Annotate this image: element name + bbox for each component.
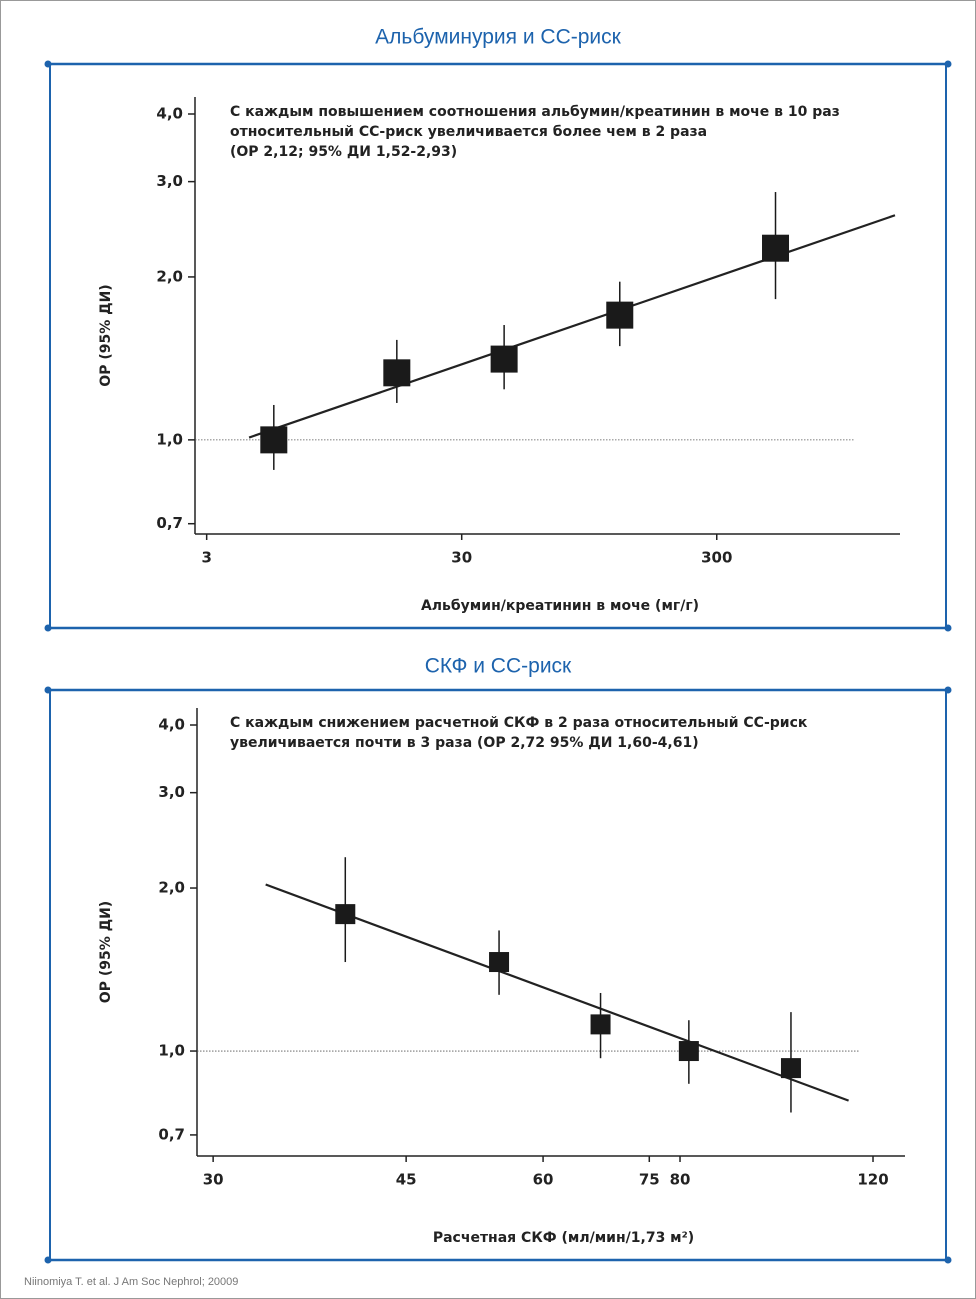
point-box bbox=[491, 346, 518, 373]
point-box bbox=[591, 1014, 611, 1034]
y-tick-label: 1,0 bbox=[158, 1042, 185, 1060]
y-tick-label: 3,0 bbox=[156, 172, 183, 190]
x-tick-label: 300 bbox=[701, 549, 732, 567]
x-tick-label: 120 bbox=[857, 1171, 888, 1189]
y-tick-label: 0,7 bbox=[158, 1125, 185, 1143]
y-tick-label: 2,0 bbox=[156, 267, 183, 285]
annotation: увеличивается почти в 3 раза (ОР 2,72 95… bbox=[230, 735, 699, 751]
frame-corner bbox=[45, 1257, 52, 1264]
annotation: С каждым повышением соотношения альбумин… bbox=[230, 104, 840, 120]
x-tick-label: 45 bbox=[396, 1171, 417, 1189]
frame-corner bbox=[45, 61, 52, 68]
x-axis-label: Альбумин/креатинин в моче (мг/г) bbox=[421, 598, 699, 614]
frame-corner bbox=[45, 625, 52, 632]
point-box bbox=[260, 426, 287, 453]
point-box bbox=[335, 904, 355, 924]
y-tick-label: 4,0 bbox=[158, 716, 185, 734]
y-axis-label: ОР (95% ДИ) bbox=[98, 284, 114, 386]
point-box bbox=[606, 302, 633, 329]
x-tick-label: 75 bbox=[639, 1171, 660, 1189]
annotation: относительный СС-риск увеличивается боле… bbox=[230, 124, 707, 140]
x-tick-label: 80 bbox=[670, 1171, 691, 1189]
point-box bbox=[383, 359, 410, 386]
frame-corner bbox=[45, 687, 52, 694]
page-border bbox=[1, 1, 976, 1299]
chart-title: СКФ и СС-риск bbox=[425, 655, 572, 678]
point-box bbox=[489, 952, 509, 972]
y-tick-label: 3,0 bbox=[158, 783, 185, 801]
source: Niinomiya T. et al. J Am Soc Nephrol; 20… bbox=[24, 1276, 238, 1288]
x-tick-label: 30 bbox=[203, 1171, 224, 1189]
y-tick-label: 0,7 bbox=[156, 514, 183, 532]
point-box bbox=[679, 1041, 699, 1061]
point-box bbox=[781, 1058, 801, 1078]
x-tick-label: 60 bbox=[533, 1171, 554, 1189]
x-axis-label: Расчетная СКФ (мл/мин/1,73 м²) bbox=[433, 1230, 694, 1246]
y-tick-label: 1,0 bbox=[156, 430, 183, 448]
page: Niinomiya T. et al. J Am Soc Nephrol; 20… bbox=[0, 0, 976, 1299]
frame-corner bbox=[945, 61, 952, 68]
frame-corner bbox=[945, 1257, 952, 1264]
x-tick-label: 3 bbox=[201, 549, 211, 567]
annotation: С каждым снижением расчетной СКФ в 2 раз… bbox=[230, 715, 808, 731]
annotation: (ОР 2,12; 95% ДИ 1,52-2,93) bbox=[230, 144, 457, 160]
y-axis-label: ОР (95% ДИ) bbox=[98, 901, 114, 1003]
x-tick-label: 30 bbox=[451, 549, 472, 567]
frame-corner bbox=[945, 625, 952, 632]
frame-corner bbox=[945, 687, 952, 694]
y-tick-label: 4,0 bbox=[156, 104, 183, 122]
chart-title: Альбуминурия и СС-риск bbox=[375, 26, 621, 49]
y-tick-label: 2,0 bbox=[158, 879, 185, 897]
point-box bbox=[762, 235, 789, 262]
